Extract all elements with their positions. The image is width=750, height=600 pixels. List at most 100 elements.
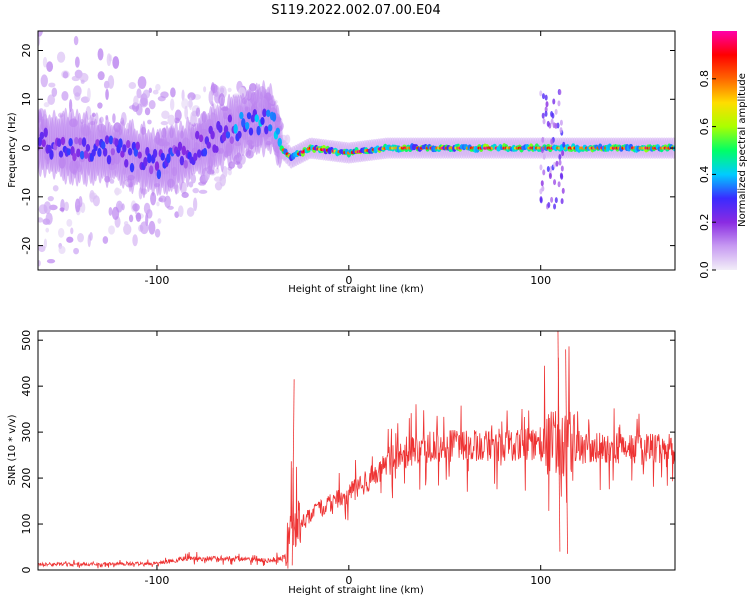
heatmap-cell [122,144,127,153]
heatmap-cell [254,114,259,123]
heatmap-cell [241,118,246,128]
heatmap-cell [139,221,149,235]
heatmap-cell [233,123,238,134]
spectrogram-heatmap [38,31,675,267]
heatmap-cell [539,197,543,204]
heatmap-cell [237,130,242,139]
heatmap-cell [195,107,201,117]
heatmap-cell [102,236,109,244]
heatmap-cell [277,137,282,148]
heatmap-cell [108,206,113,216]
heatmap-cell [551,112,555,119]
heatmap-cell [555,160,559,167]
heatmap-cell [64,201,69,212]
heatmap-cell [553,179,557,186]
x-tick-label: 100 [530,274,551,287]
heatmap-cell [541,93,545,100]
y-tick-label: 100 [20,514,33,535]
heatmap-cell [192,187,200,194]
heatmap-cell [267,124,273,132]
heatmap-cell [46,61,54,72]
colorbar-tick-label: 0.8 [698,70,711,88]
y-tick-label: 0 [20,145,33,152]
heatmap-cell [133,95,139,107]
heatmap-cell [108,135,114,145]
heatmap-cell [546,166,550,173]
heatmap-cell [542,169,546,176]
heatmap-cell [128,214,134,223]
heatmap-cell [188,97,193,111]
heatmap-cell [78,137,83,146]
snr-spike [565,349,568,554]
heatmap-cell [203,86,207,93]
heatmap-cell [188,181,194,188]
heatmap-cell [69,99,73,112]
heatmap-cell [558,89,562,96]
snr-ylabel: SNR (10 * v/v) [7,414,18,485]
heatmap-cell [196,149,202,158]
heatmap-cell [174,109,182,121]
heatmap-cell [123,221,129,226]
heatmap-cell [77,232,84,243]
heatmap-cell [47,94,56,105]
heatmap-cell [89,232,93,241]
heatmap-cell [262,108,267,118]
heatmap-cell [169,98,175,111]
heatmap-cell [193,152,198,162]
heatmap-cell [210,130,215,140]
heatmap-cell [177,205,184,218]
heatmap-cell [127,147,133,156]
heatmap-cell [181,145,187,156]
heatmap-cell [561,150,565,157]
heatmap-cell [539,90,543,97]
heatmap-cell [198,189,208,194]
heatmap-cell [149,165,154,175]
heatmap-cell [135,141,140,151]
heatmap-cell [260,117,265,126]
heatmap-cell [137,76,147,89]
heatmap-cell [161,110,170,120]
heatmap-cell [42,56,48,68]
chart-title: S119.2022.002.07.00.E04 [271,3,440,18]
heatmap-cell [58,150,64,158]
heatmap-cell [202,148,208,157]
heatmap-cell [112,113,116,124]
heatmap-cell [539,164,543,171]
heatmap-cell [139,97,149,108]
x-tick-label: -100 [144,274,169,287]
heatmap-cell [214,145,219,153]
heatmap-cell [562,141,566,148]
heatmap-cell [147,153,152,164]
heatmap-cell [187,92,196,101]
heatmap-cell [59,207,65,212]
heatmap-cell [135,212,142,222]
heatmap-cell [85,143,91,152]
heatmap-cell [106,53,112,67]
heatmap-cell [129,162,135,173]
heatmap-cell [181,191,189,199]
y-tick-label: 20 [20,44,33,58]
colorbar-gradient [712,31,737,270]
heatmap-cell [174,211,180,218]
heatmap-cell [554,108,558,115]
heatmap-cell [49,149,54,160]
heatmap-cell [156,201,160,207]
colorbar-tick-label: 0.0 [698,261,711,279]
heatmap-cell [198,181,207,186]
heatmap-cell [124,158,129,168]
heatmap-cell [158,197,163,202]
heatmap-cell [58,227,65,238]
heatmap-cell [206,141,211,149]
heatmap-cell [160,120,169,126]
heatmap-cell [177,141,183,151]
heatmap-cell [157,218,162,224]
heatmap-cell [105,88,109,101]
heatmap-cell [73,35,79,46]
heatmap-cell [239,111,244,120]
heatmap-cell [152,89,159,95]
heatmap-cell [132,203,140,212]
heatmap-cell [143,202,151,215]
heatmap-cell [71,75,80,82]
heatmap-cell [38,34,41,47]
heatmap-cell [143,156,148,167]
